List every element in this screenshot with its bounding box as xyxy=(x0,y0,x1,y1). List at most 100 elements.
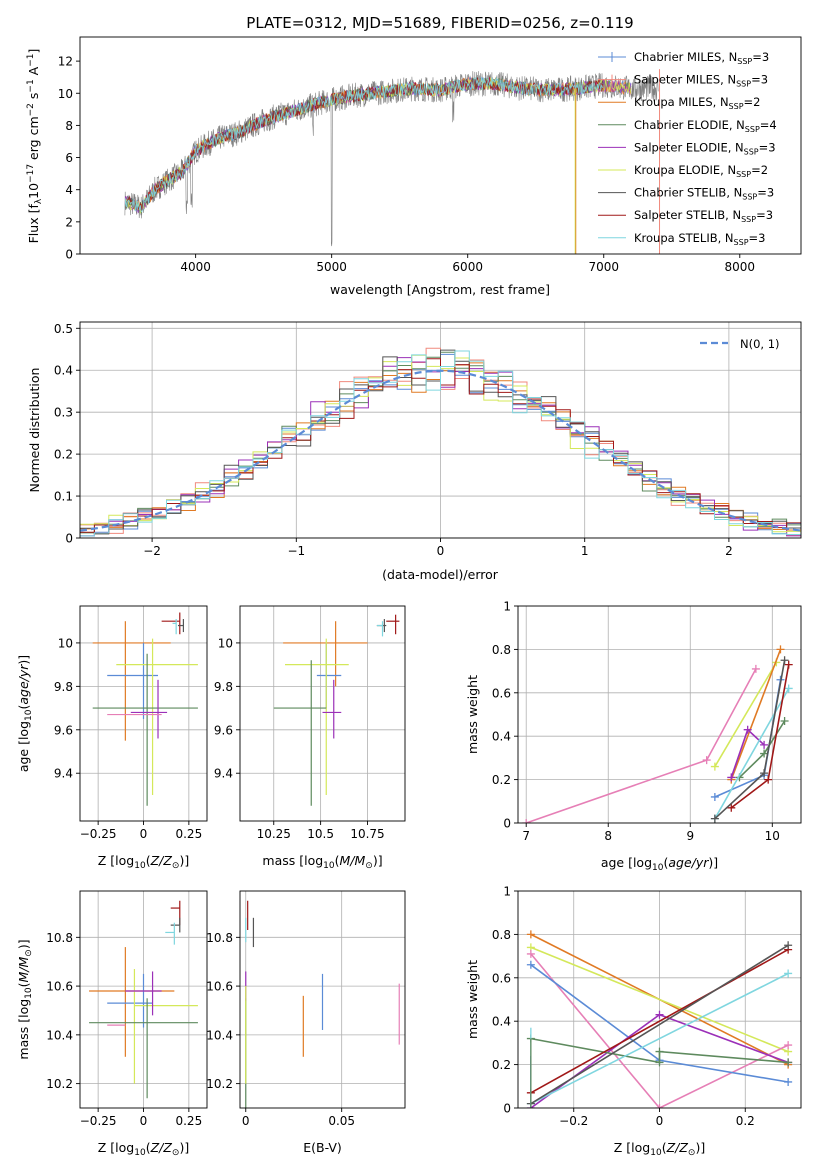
y-tick-label: 2 xyxy=(65,215,73,229)
legend-label: Chabrier MILES, NSSP=3 xyxy=(634,50,769,66)
x-tick-label: 0 xyxy=(140,1114,148,1128)
x-tick-label: 1 xyxy=(581,544,589,558)
x-tick-label: 8 xyxy=(604,829,612,843)
x-tick-label: 5000 xyxy=(316,260,347,274)
y-tick-label: 8 xyxy=(65,119,73,133)
weight-marker xyxy=(710,792,719,801)
ebv-mass-axes: 0 0.05 10.2 10.4 10.6 10.8 E(B-V) xyxy=(206,890,406,1155)
y-axis-label: Normed distribution xyxy=(27,368,42,493)
x-tick-label: 8000 xyxy=(725,260,756,274)
x-axis-label: Z [log10(Z/Z⊙)] xyxy=(98,1140,189,1158)
x-axis-label: mass [log10(M/M⊙)] xyxy=(262,853,382,871)
weight-marker xyxy=(760,769,769,778)
x-tick-label: 0 xyxy=(140,827,148,841)
weight-marker xyxy=(784,1058,793,1067)
plot-area xyxy=(518,891,801,1108)
residuals-axes: −2 −1 0 1 2 0 0.1 0.2 0.3 0.4 0.5 N(0, 1) (data-mode… xyxy=(27,321,802,582)
weight-marker xyxy=(751,664,760,673)
legend-label: Salpeter ELODIE, NSSP=3 xyxy=(634,140,776,156)
y-tick-label: 0.8 xyxy=(492,928,511,942)
weight-marker xyxy=(760,740,769,749)
weight-marker xyxy=(710,762,719,771)
weight-marker xyxy=(655,1010,664,1019)
weight-marker xyxy=(780,717,789,726)
x-tick-label: 0.05 xyxy=(328,1114,355,1128)
y-tick-label: 0.4 xyxy=(492,1015,511,1029)
x-tick-label: 7 xyxy=(522,829,530,843)
y-tick-label: 0 xyxy=(503,817,511,831)
y-tick-label: 0.2 xyxy=(492,773,511,787)
legend-label: Kroupa ELODIE, NSSP=2 xyxy=(634,163,768,179)
y-axis-label: age [log10(age/yr)] xyxy=(16,655,34,772)
y-tick-label: 0 xyxy=(503,1102,511,1116)
y-tick-label: 10 xyxy=(58,87,73,101)
y-tick-label: 9.8 xyxy=(54,680,73,694)
weight-line xyxy=(714,688,790,820)
y-tick-label: 4 xyxy=(65,183,73,197)
weight-line xyxy=(530,1037,789,1064)
y-tick-label: 0.2 xyxy=(54,448,73,462)
z-mass-axes: −0.25 0 0.25 10.2 10.4 10.6 10.8 Z [log10(Z/Z⊙)… xyxy=(16,890,208,1158)
y-tick-label: 0 xyxy=(65,532,73,546)
plot-area xyxy=(80,606,207,821)
residual-histogram xyxy=(80,350,801,537)
y-tick-label: 0 xyxy=(65,248,73,262)
weight-line xyxy=(714,660,786,820)
y-tick-label: 0.4 xyxy=(492,730,511,744)
x-axis-label: age [log10(age/yr)] xyxy=(601,855,718,873)
weight-line xyxy=(530,944,789,1105)
x-tick-label: 0 xyxy=(656,1114,664,1128)
weight-marker xyxy=(760,749,769,758)
legend-label: Kroupa MILES, NSSP=2 xyxy=(634,95,760,111)
chart-title: PLATE=0312, MJD=51689, FIBERID=0256, z=0… xyxy=(246,14,633,32)
y-tick-label: 0.6 xyxy=(492,971,511,985)
weight-marker xyxy=(784,684,793,693)
gaussian-curve xyxy=(80,369,801,532)
weight-marker xyxy=(655,1104,664,1108)
x-tick-label: −2 xyxy=(143,544,161,558)
weight-marker xyxy=(776,645,785,654)
z-weight-axes: −0.2 0 0.2 0 0.2 0.4 0.6 0.8 1 Z [log10(Z/Z⊙)] mas… xyxy=(465,885,802,1158)
legend-label: Chabrier STELIB, NSSP=3 xyxy=(634,186,774,202)
y-axis-label: mass weight xyxy=(465,960,480,1039)
y-tick-label: 10 xyxy=(218,636,233,650)
weight-line xyxy=(530,948,789,1094)
y-tick-label: 0.5 xyxy=(54,322,73,336)
y-axis-label: Flux [fλ10−17 erg cm−2 s−1 A−1] xyxy=(26,49,44,244)
x-tick-label: 0 xyxy=(437,544,445,558)
model-spectrum xyxy=(124,76,604,211)
x-tick-label: −0.25 xyxy=(80,1114,117,1128)
y-tick-label: 0.6 xyxy=(492,686,511,700)
y-tick-label: 1 xyxy=(503,600,511,614)
weight-marker xyxy=(784,1077,793,1086)
plot-area xyxy=(80,322,801,538)
z-age-axes: −0.25 0 0.25 9.4 9.6 9.8 10 Z [log10(Z/Z⊙)] age … xyxy=(16,605,208,871)
y-axis-label: mass weight xyxy=(465,675,480,754)
plot-area xyxy=(240,606,405,821)
x-tick-label: 2 xyxy=(725,544,733,558)
weight-marker xyxy=(526,960,535,969)
y-tick-label: 0.4 xyxy=(54,364,73,378)
axes-frame xyxy=(79,36,802,255)
y-tick-label: 10.8 xyxy=(46,931,73,945)
legend-label: Chabrier ELODIE, NSSP=4 xyxy=(634,118,777,134)
x-axis-label: Z [log10(Z/Z⊙)] xyxy=(614,1140,705,1158)
model-spectrum xyxy=(124,76,604,213)
weight-marker xyxy=(764,775,773,784)
weight-marker xyxy=(702,756,711,765)
legend-label: Salpeter MILES, NSSP=3 xyxy=(634,73,768,89)
weight-marker xyxy=(655,1047,664,1056)
axes-frame xyxy=(239,605,406,822)
y-tick-label: 1 xyxy=(503,885,511,899)
weight-marker xyxy=(784,660,793,669)
x-tick-label: −0.2 xyxy=(559,1114,588,1128)
x-axis-label: Z [log10(Z/Z⊙)] xyxy=(98,853,189,871)
weight-line xyxy=(525,668,757,823)
weight-marker xyxy=(710,814,719,823)
legend-label: Kroupa STELIB, NSSP=3 xyxy=(634,231,765,247)
plot-area xyxy=(518,606,801,823)
y-tick-label: 10 xyxy=(58,636,73,650)
weight-marker xyxy=(743,725,752,734)
weight-marker xyxy=(784,969,793,978)
y-tick-label: 12 xyxy=(58,55,73,69)
